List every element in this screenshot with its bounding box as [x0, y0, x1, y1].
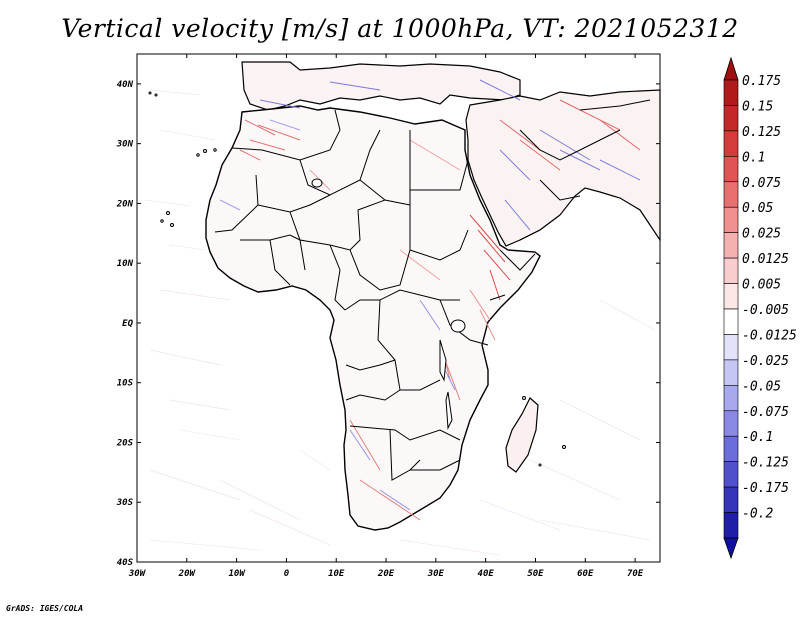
- lat-tick-label: 40N: [117, 80, 134, 90]
- colorbar-label: 0.05: [742, 201, 773, 216]
- lon-tick-label: 20E: [377, 569, 395, 579]
- land-madagascar: [505, 397, 539, 473]
- colorbar-label: 0.025: [742, 227, 781, 242]
- lon-tick-label: 20W: [178, 569, 197, 579]
- lon-tick-label: 40E: [478, 569, 495, 579]
- colorbar-label: -0.05: [742, 379, 781, 394]
- colorbar-label: -0.125: [742, 456, 789, 471]
- lat-tick-label: 30S: [116, 498, 134, 508]
- latitude-axis: 40N 30N 20N 10N EQ 10S 20S 30S 40S: [116, 80, 660, 568]
- colorbar: 0.175 0.15 0.125 0.1 0.075 0.05 0.025 0.0125 0.0…: [723, 56, 797, 560]
- colorbar-swatch: [723, 105, 739, 132]
- grads-credit: GrADS: IGES/COLA: [6, 604, 84, 613]
- colorbar-swatch: [723, 512, 739, 539]
- colorbar-swatch: [723, 206, 739, 233]
- colorbar-label: -0.075: [742, 405, 789, 420]
- lat-tick-label: EQ: [122, 319, 133, 329]
- lon-tick-label: 30E: [427, 569, 445, 579]
- map-frame: [136, 53, 661, 563]
- colorbar-swatch: [723, 283, 739, 310]
- lon-tick-label: 10E: [328, 569, 345, 579]
- colorbar-label: -0.175: [742, 481, 789, 496]
- lat-tick-label: 20N: [116, 199, 134, 209]
- colorbar-label: 0.175: [742, 74, 781, 89]
- colorbar-swatch: [723, 130, 739, 157]
- subsidence-texture: [219, 79, 641, 511]
- colorbar-label: 0.0125: [742, 252, 789, 267]
- colorbar-swatch: [723, 181, 739, 208]
- lon-tick-label: 30W: [128, 569, 147, 579]
- lon-tick-label: 0: [284, 569, 290, 579]
- colorbar-swatch: [723, 232, 739, 259]
- lon-tick-label: 60E: [577, 569, 594, 579]
- colorbar-label: 0.125: [742, 125, 781, 140]
- longitude-axis: 30W 20W 10W 0 10E 20E 30E 40E 50E 60E 70E: [128, 54, 644, 579]
- colorbar-label: -0.1: [742, 430, 773, 445]
- colorbar-label: -0.025: [742, 354, 789, 369]
- lon-tick-label: 10W: [228, 569, 246, 579]
- colorbar-label: -0.2: [742, 507, 773, 522]
- colorbar-swatch: [723, 385, 739, 412]
- map-frame-group: [136, 53, 661, 563]
- islands: [148, 91, 566, 467]
- ocean-streaks: [144, 89, 656, 556]
- colorbar-label: 0.075: [742, 176, 781, 191]
- colorbar-label: 0.15: [742, 99, 773, 114]
- land-europe: [241, 61, 521, 111]
- colorbar-swatch: [723, 257, 739, 284]
- colorbar-label: -0.0125: [742, 328, 797, 343]
- lon-tick-label: 50E: [527, 569, 544, 579]
- colorbar-bottom-arrow: [723, 537, 739, 560]
- colorbar-label: 0.005: [742, 278, 781, 293]
- lon-tick-label: 70E: [627, 569, 644, 579]
- lat-tick-label: 30N: [116, 140, 134, 150]
- colorbar-swatch: [723, 359, 739, 386]
- colorbar-top-arrow: [723, 56, 739, 81]
- colorbar-swatch: [723, 156, 739, 183]
- colorbar-label: -0.005: [742, 303, 789, 318]
- lat-tick-label: 20S: [116, 438, 134, 448]
- colorbar-swatch: [723, 461, 739, 488]
- lat-tick-label: 40S: [117, 558, 134, 568]
- colorbar-swatch: [723, 410, 739, 437]
- lakes: [311, 178, 466, 430]
- colorbar-swatch: [723, 435, 739, 462]
- lat-tick-label: 10N: [117, 259, 134, 269]
- map-title: Vertical velocity [m/s] at 1000hPa, VT: …: [61, 14, 739, 43]
- colorbar-swatch: [723, 334, 739, 361]
- lat-tick-label: 10S: [117, 379, 134, 389]
- colorbar-swatch: [723, 308, 739, 335]
- colorbar-swatch: [723, 79, 739, 106]
- country-borders: [214, 99, 651, 481]
- colorbar-swatch: [723, 486, 739, 513]
- colorbar-label: 0.1: [742, 150, 765, 165]
